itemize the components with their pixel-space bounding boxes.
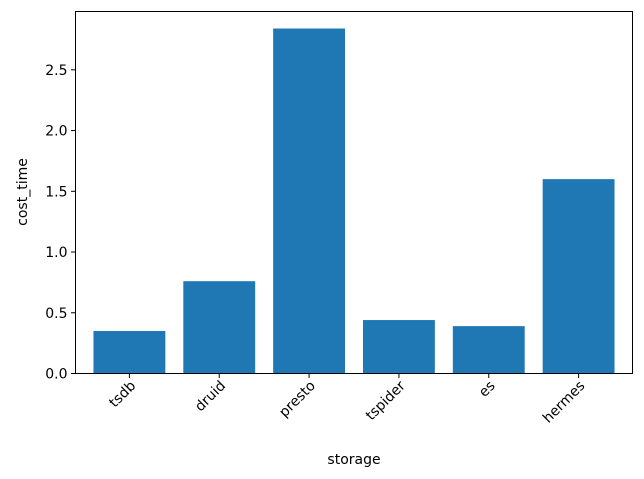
x-tick-label: hermes [540,378,588,426]
bar-presto [273,28,346,374]
x-tick-label: tspider [363,378,409,424]
bar-druid [183,281,256,374]
y-tick-label: 1.5 [45,184,67,200]
x-axis-ticks: tsdb druid presto tspider es hermes [106,373,588,426]
bar-hermes [542,179,615,374]
y-tick-label: 1.0 [45,245,67,261]
bar-tsdb [93,330,166,374]
y-axis-label: cost_time [15,158,31,226]
x-tick-label: presto [276,378,319,421]
y-tick-label: 0.0 [45,367,67,383]
bars-layer [93,28,615,374]
x-tick-label: druid [192,378,229,415]
y-tick-label: 2.0 [45,124,67,140]
y-axis-ticks: 0.0 0.5 1.0 1.5 2.0 2.5 [45,63,76,383]
x-axis-label: storage [327,452,380,468]
bar-tspider [362,320,435,374]
x-tick-label: tsdb [106,378,139,411]
x-tick-label: es [476,378,499,401]
y-tick-label: 0.5 [45,306,67,322]
y-tick-label: 2.5 [45,63,67,79]
plot-frame [75,11,633,374]
bar-es [452,326,525,374]
